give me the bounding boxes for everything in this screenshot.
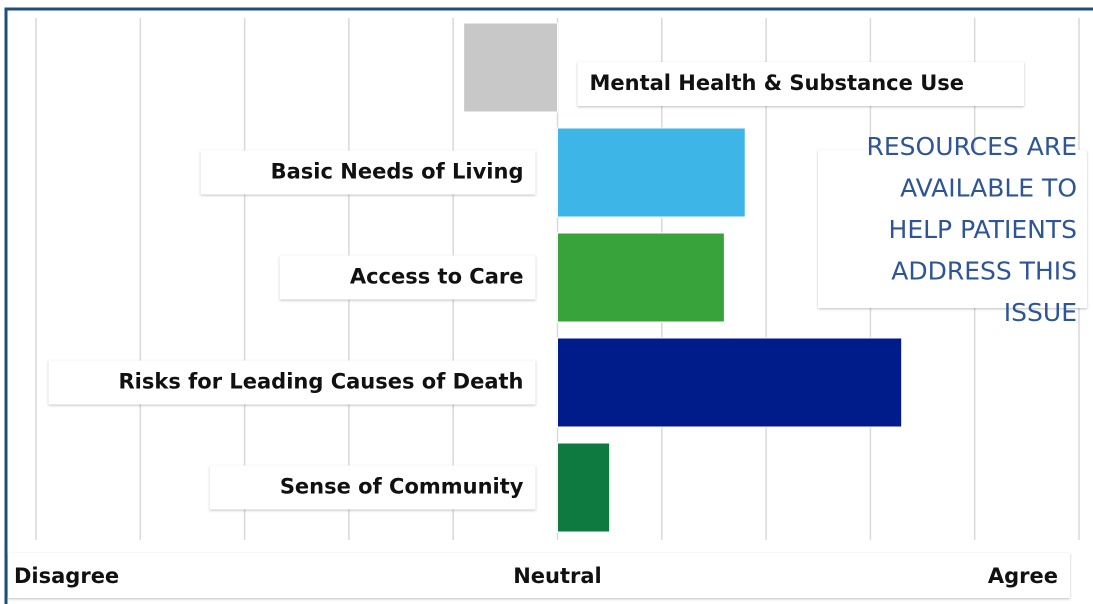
label-box: [209, 465, 536, 510]
label-box: [200, 150, 536, 195]
category-label: Risks for Leading Causes of Death: [119, 370, 524, 394]
category-label: Basic Needs of Living: [271, 160, 524, 184]
annotation-line: HELP PATIENTS: [889, 215, 1077, 244]
bar: [463, 22, 559, 113]
axis-label: Agree: [988, 564, 1058, 588]
annotation-line: ADDRESS THIS: [891, 257, 1077, 286]
bar: [557, 337, 903, 428]
axis-box: [8, 553, 1070, 598]
bar: [557, 127, 746, 218]
axis-label: Disagree: [14, 564, 119, 588]
annotation-box: [818, 150, 1087, 308]
label-box: [577, 62, 1024, 106]
annotation-line: AVAILABLE TO: [900, 174, 1077, 203]
frame: [4, 7, 1093, 604]
axis-label: Neutral: [513, 564, 602, 588]
label-box: [279, 255, 536, 300]
labels: Mental Health & Substance Use Basic Needs…: [8, 62, 1087, 598]
bar: [557, 232, 725, 323]
annotation-line: RESOURCES ARE: [867, 132, 1077, 161]
category-label: Mental Health & Substance Use: [590, 71, 964, 95]
label-box: [48, 360, 536, 405]
category-label: Sense of Community: [280, 475, 524, 499]
bar: [557, 442, 611, 533]
category-label: Access to Care: [350, 265, 524, 289]
bars: [463, 22, 903, 533]
annotation-line: ISSUE: [1004, 298, 1077, 327]
